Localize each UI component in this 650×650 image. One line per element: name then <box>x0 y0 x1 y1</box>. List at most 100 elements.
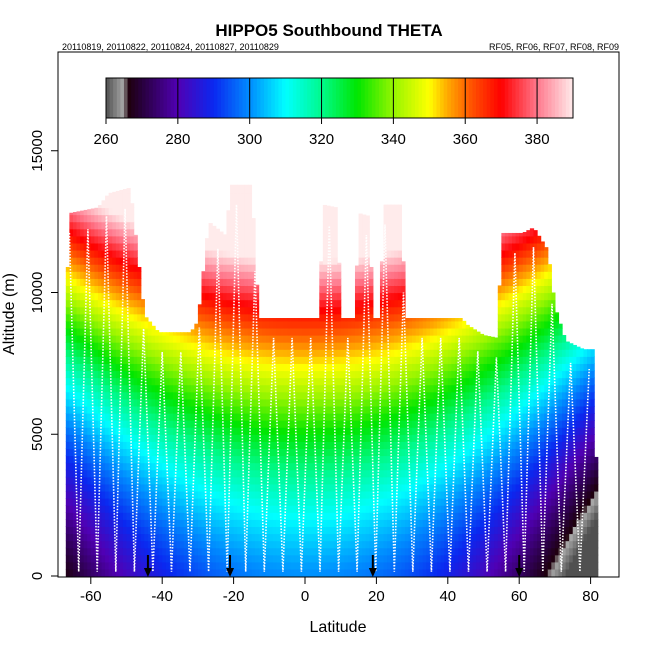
theta-cell <box>180 405 185 414</box>
theta-cell <box>165 412 170 421</box>
theta-cell <box>237 490 242 499</box>
theta-cell <box>404 342 410 350</box>
theta-cell <box>358 327 363 336</box>
theta-cell <box>176 356 181 364</box>
theta-cell <box>290 427 295 435</box>
theta-cell <box>208 278 213 287</box>
theta-cell <box>294 318 299 322</box>
theta-cell <box>401 540 406 549</box>
theta-cell <box>383 391 388 400</box>
theta-cell <box>340 434 345 442</box>
theta-cell <box>83 292 88 301</box>
theta-cell <box>444 363 449 372</box>
theta-cell <box>451 434 456 442</box>
theta-cell <box>333 384 338 393</box>
theta-cell <box>112 249 117 258</box>
theta-cell <box>126 377 131 386</box>
theta-cell <box>365 215 370 223</box>
theta-cell <box>240 363 245 372</box>
theta-cell <box>101 299 106 308</box>
theta-cell <box>469 441 474 450</box>
theta-cell <box>201 448 206 457</box>
theta-cell <box>255 512 260 520</box>
theta-cell <box>465 342 470 350</box>
theta-cell <box>354 278 360 287</box>
theta-cell <box>294 384 299 393</box>
theta-cell <box>244 278 249 287</box>
theta-cell <box>101 264 106 272</box>
theta-cell <box>97 356 103 364</box>
theta-cell <box>372 335 377 343</box>
theta-cell <box>383 568 388 577</box>
theta-cell <box>429 335 435 343</box>
theta-cell <box>387 512 392 520</box>
theta-cell <box>162 505 167 513</box>
theta-cell <box>247 462 253 471</box>
theta-cell <box>255 568 260 577</box>
theta-cell <box>140 377 145 386</box>
theta-cell <box>440 483 445 492</box>
theta-cell <box>329 561 335 570</box>
theta-cell <box>226 278 231 287</box>
theta-cell <box>379 476 385 485</box>
theta-cell <box>126 214 131 223</box>
theta-cell <box>376 327 381 336</box>
theta-cell <box>251 540 256 549</box>
theta-cell <box>112 476 117 485</box>
theta-cell <box>247 490 253 499</box>
theta-cell <box>451 512 456 520</box>
theta-cell <box>379 469 385 478</box>
theta-cell <box>80 398 85 407</box>
theta-cell <box>180 483 185 492</box>
theta-cell <box>237 214 242 223</box>
theta-cell <box>340 448 345 457</box>
theta-cell <box>130 533 135 542</box>
theta-cell <box>162 342 167 350</box>
theta-cell <box>183 547 188 556</box>
theta-cell <box>83 420 88 428</box>
theta-cell <box>233 405 238 414</box>
theta-cell <box>133 561 138 570</box>
theta-cell <box>426 391 431 400</box>
theta-cell <box>379 391 385 400</box>
theta-cell <box>312 377 317 386</box>
theta-cell <box>369 561 374 570</box>
theta-cell <box>369 554 374 563</box>
theta-cell <box>319 292 324 301</box>
theta-cell <box>426 356 431 364</box>
theta-cell <box>251 327 256 336</box>
theta-cell <box>312 448 317 457</box>
theta-cell <box>276 519 281 527</box>
theta-cell <box>394 313 399 322</box>
theta-cell <box>94 349 99 357</box>
theta-cell <box>105 342 110 350</box>
theta-cell <box>97 221 103 230</box>
theta-cell <box>379 540 385 549</box>
theta-cell <box>205 363 210 372</box>
theta-cell <box>444 526 449 535</box>
theta-cell <box>226 214 231 223</box>
theta-cell <box>297 384 303 393</box>
theta-cell <box>244 242 249 251</box>
theta-cell <box>433 356 438 364</box>
theta-cell <box>308 498 313 506</box>
theta-cell <box>233 434 238 442</box>
theta-cell <box>230 512 235 520</box>
theta-cell <box>101 391 106 400</box>
theta-cell <box>226 391 231 400</box>
theta-cell <box>80 427 85 435</box>
theta-cell <box>322 349 328 357</box>
theta-cell <box>333 214 338 223</box>
theta-cell <box>147 434 153 442</box>
theta-cell <box>426 455 431 464</box>
theta-cell <box>83 434 88 442</box>
theta-cell <box>251 519 256 527</box>
theta-cell <box>130 391 135 400</box>
theta-cell <box>165 391 170 400</box>
theta-cell <box>158 568 163 577</box>
theta-cell <box>251 363 256 372</box>
theta-cell <box>222 249 228 258</box>
theta-cell <box>187 391 192 400</box>
theta-cell <box>222 342 228 350</box>
theta-cell <box>255 561 260 570</box>
